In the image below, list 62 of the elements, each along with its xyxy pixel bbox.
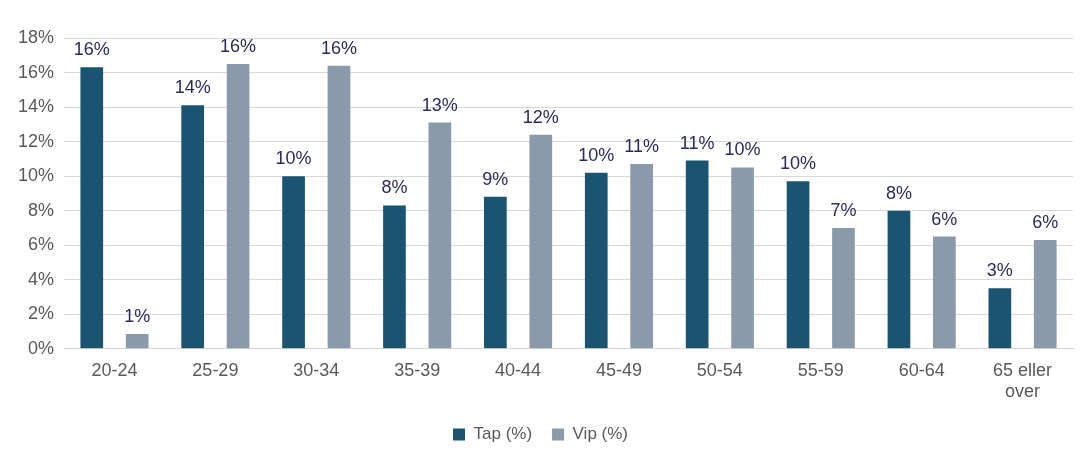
bar	[584, 172, 608, 349]
bar	[181, 105, 205, 349]
bar	[630, 164, 654, 349]
data-label: 7%	[830, 199, 857, 220]
x-tick-label: 55-59	[797, 359, 844, 380]
data-label: 6%	[1032, 211, 1059, 232]
data-label: 10%	[724, 139, 761, 160]
data-label: 10%	[780, 153, 817, 174]
bar	[80, 67, 104, 349]
bar	[383, 205, 406, 349]
data-label: 6%	[931, 208, 958, 229]
bar	[428, 122, 452, 349]
data-label: 11%	[624, 136, 660, 157]
bar	[887, 210, 911, 349]
y-tick-label: 0%	[28, 337, 55, 358]
x-tick-label: 30-34	[293, 359, 340, 380]
bar	[832, 227, 855, 349]
data-label: 10%	[275, 148, 312, 169]
data-label: 8%	[885, 182, 912, 203]
bar	[529, 134, 553, 349]
legend-label: Vip (%)	[572, 424, 629, 444]
data-label: 1%	[124, 306, 151, 327]
y-tick-label: 14%	[18, 96, 55, 117]
bar	[1033, 240, 1057, 349]
y-tick-label: 18%	[18, 26, 55, 47]
data-label: 16%	[73, 39, 110, 60]
y-tick-label: 10%	[18, 165, 55, 186]
bar	[786, 181, 810, 349]
x-tick-label: 60-64	[898, 359, 945, 380]
data-label: 9%	[482, 168, 509, 189]
data-label: 16%	[220, 35, 257, 56]
bar	[484, 196, 507, 349]
data-label: 11%	[679, 132, 715, 153]
y-tick-label: 8%	[28, 199, 55, 220]
y-tick-label: 16%	[18, 61, 55, 82]
y-tick-label: 4%	[28, 268, 55, 289]
bar	[685, 160, 709, 349]
data-label: 12%	[522, 106, 559, 127]
data-label: 16%	[320, 37, 357, 58]
data-label: 14%	[174, 77, 211, 98]
y-tick-label: 12%	[18, 130, 55, 151]
x-tick-label: 50-54	[696, 359, 743, 380]
bar	[731, 167, 754, 349]
y-tick-label: 6%	[28, 234, 55, 255]
bar	[988, 288, 1012, 349]
data-label: 8%	[381, 177, 408, 198]
bar	[933, 236, 956, 349]
bar	[226, 63, 250, 349]
x-tick-label: 65 eller over	[993, 359, 1053, 402]
y-tick-label: 2%	[28, 303, 55, 324]
x-tick-label: 35-39	[394, 359, 441, 380]
bar	[125, 334, 149, 349]
x-tick-label: 45-49	[595, 359, 642, 380]
bar	[327, 65, 351, 349]
data-label: 13%	[421, 94, 458, 115]
x-tick-label: 25-29	[192, 359, 239, 380]
x-tick-label: 20-24	[91, 359, 138, 380]
data-label: 3%	[986, 260, 1013, 281]
data-label: 10%	[578, 144, 615, 165]
legend-label: Tap (%)	[473, 424, 533, 444]
x-tick-label: 40-44	[495, 359, 542, 380]
bar	[282, 176, 305, 349]
